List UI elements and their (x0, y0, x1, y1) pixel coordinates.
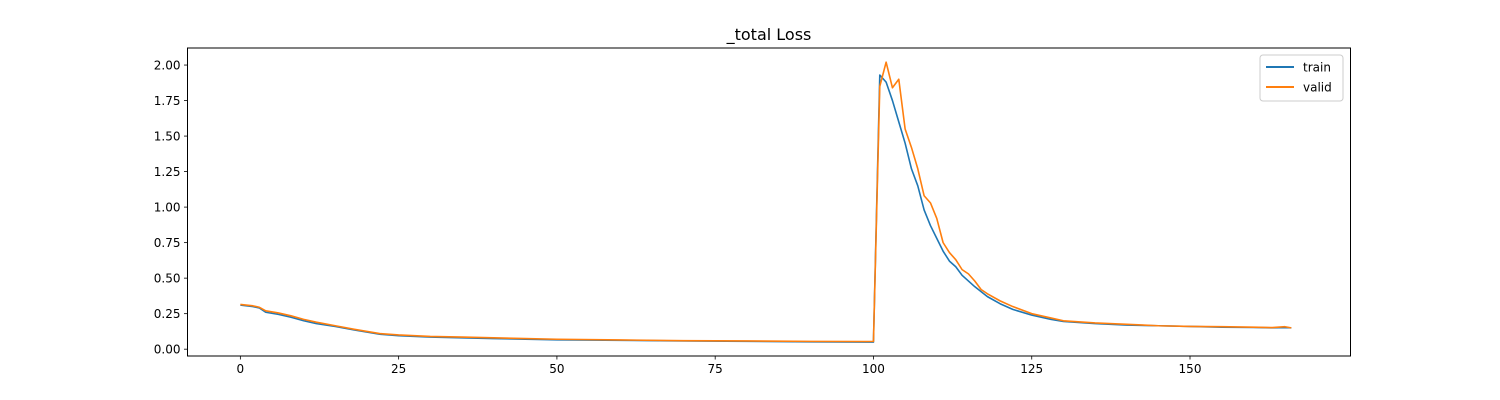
series-lines (240, 61, 1292, 343)
y-tick-label: 0.75 (154, 236, 181, 250)
x-axis: 0 25 50 75 100 125 150 (237, 356, 1202, 376)
series-line-valid (240, 61, 1292, 343)
y-tick-label: 0.00 (154, 343, 181, 357)
x-tick-label: 25 (391, 362, 406, 376)
series-line-train (240, 74, 1292, 343)
legend-label-train: train (1303, 61, 1331, 75)
y-axis: 0.00 0.25 0.50 0.75 1.00 1.25 1.50 1.75 2.00 (154, 59, 188, 357)
y-tick-label: 0.50 (154, 272, 181, 286)
x-tick-label: 0 (237, 362, 245, 376)
y-tick-label: 0.25 (154, 307, 181, 321)
x-tick-label: 125 (1020, 362, 1043, 376)
y-tick-label: 1.50 (154, 130, 181, 144)
plot-area (187, 47, 1351, 357)
legend: train valid (1259, 54, 1344, 102)
chart-title: _total Loss (726, 25, 812, 45)
x-tick-label: 150 (1179, 362, 1202, 376)
y-tick-label: 2.00 (154, 59, 181, 73)
y-tick-label: 1.75 (154, 94, 181, 108)
y-tick-label: 1.00 (154, 201, 181, 215)
legend-label-valid: valid (1303, 81, 1332, 95)
x-tick-label: 100 (862, 362, 885, 376)
y-tick-label: 1.25 (154, 165, 181, 179)
x-tick-label: 50 (549, 362, 564, 376)
x-tick-label: 75 (708, 362, 723, 376)
